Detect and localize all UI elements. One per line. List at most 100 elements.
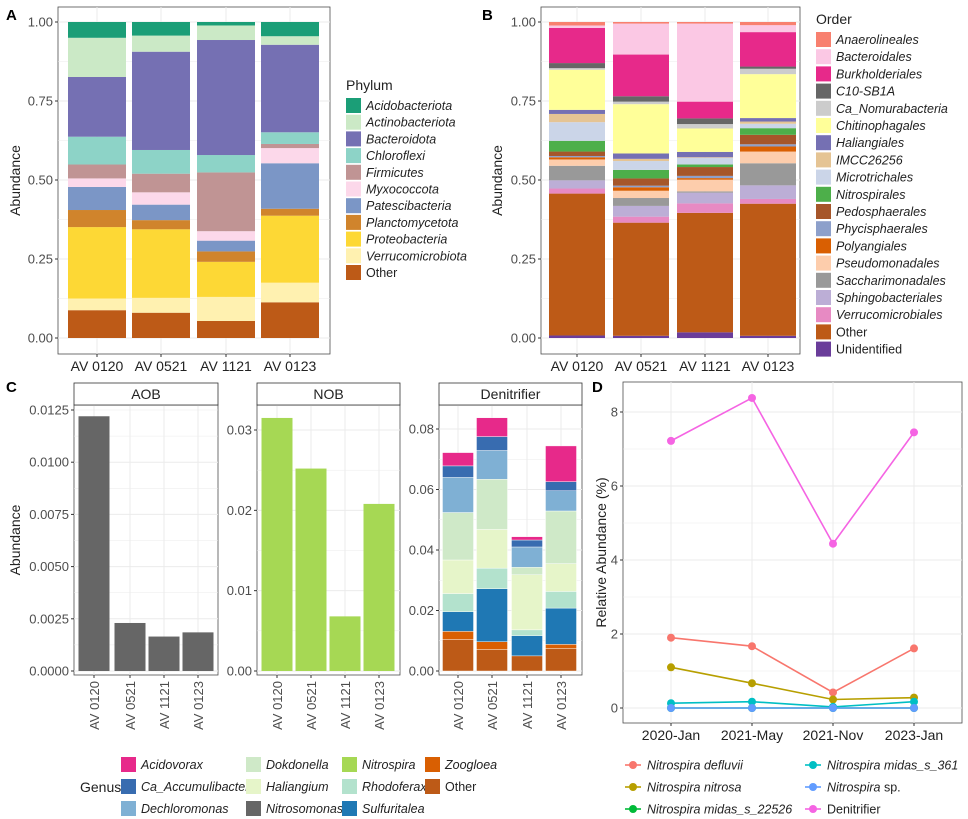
legend-title: Order: [816, 11, 852, 27]
x-tick-label: AV 0123: [264, 358, 317, 374]
bar-segment: [132, 51, 190, 150]
legend-label: C10-SB1A: [836, 85, 895, 99]
bar-segment: [476, 529, 508, 569]
bar-segment: [182, 632, 214, 671]
legend-label: Pedosphaerales: [836, 205, 926, 219]
legend-label: Proteobacteria: [366, 233, 447, 247]
bar-segment: [740, 66, 796, 69]
data-point: [910, 697, 918, 706]
legend-swatch: [816, 66, 831, 82]
bar-segment: [511, 539, 543, 548]
bar-segment: [132, 297, 190, 313]
plot-panel: [622, 381, 963, 724]
legend-label: Haliangiales: [836, 136, 904, 150]
legend-label: Acidobacteriota: [365, 99, 452, 113]
y-tick-label: 0.01: [227, 583, 252, 598]
legend-label: Anaerolineales: [835, 33, 919, 47]
bar-segment: [329, 616, 361, 671]
bar-segment: [68, 210, 126, 228]
bar-segment: [613, 198, 669, 206]
legend-label: Planctomycetota: [366, 216, 458, 230]
bar-segment: [261, 208, 319, 216]
legend-swatch: [346, 114, 361, 130]
bar-segment: [114, 622, 146, 671]
legend-swatch: [816, 83, 831, 99]
bar-segment: [740, 32, 796, 67]
legend-label: Dokdonella: [266, 758, 329, 772]
bar-segment: [68, 178, 126, 187]
bar-segment: [476, 450, 508, 480]
chart-c-aob: 0.0000 0.0025 0.0050 0.0075 0.0100 0.0125 AV 0…: [7, 382, 219, 730]
bar-segment: [740, 68, 796, 75]
y-tick-label: 0.06: [409, 482, 434, 497]
legend-label: Firmicutes: [366, 166, 424, 180]
legend-b: Order Anaerolineales Bacteroidales Burkhold…: [816, 11, 948, 357]
legend-swatch: [346, 181, 361, 197]
bar-segment: [613, 22, 669, 24]
bar-segment: [740, 151, 796, 164]
facet-strip: [438, 382, 583, 406]
legend-label: Burkholderiales: [836, 67, 922, 81]
legend-label: Haliangium: [266, 780, 329, 794]
bar-segment: [677, 157, 733, 165]
data-point: [667, 633, 675, 642]
bar-segment: [261, 282, 319, 303]
bar-segment: [740, 25, 796, 33]
legend-key-point: [629, 805, 637, 813]
legend-title: Phylum: [346, 77, 393, 93]
bar-segment: [132, 229, 190, 298]
bar-segment: [613, 190, 669, 199]
legend-swatch: [346, 231, 361, 247]
y-tick-label: 0.02: [227, 503, 252, 518]
bar-segment: [132, 192, 190, 205]
legend-label: Patescibacteria: [366, 199, 452, 213]
legend-swatch: [816, 272, 831, 288]
legend-swatch: [816, 152, 831, 168]
bar-segment: [740, 203, 796, 336]
legend-a: Phylum Acidobacteriota Actinobacteriota Bac…: [346, 77, 467, 280]
bar-segment: [511, 546, 543, 568]
series-line: [670, 700, 915, 708]
y-tick-label: 0.03: [227, 423, 252, 438]
bar-segment: [261, 132, 319, 144]
legend-swatch: [816, 118, 831, 133]
facet-strip: [73, 382, 219, 406]
legend-swatch: [816, 32, 831, 47]
y-tick-label: 0.75: [28, 94, 53, 109]
legend-label: Nitrospira: [362, 758, 416, 772]
bar-segment: [261, 22, 319, 37]
legend-swatch: [121, 757, 136, 772]
x-tick-label: AV 0120: [451, 681, 466, 730]
bar-segment: [295, 468, 327, 671]
data-point: [829, 688, 837, 697]
bar-segment: [442, 593, 474, 612]
bar-segment: [549, 109, 605, 114]
legend-label: Denitrifier: [827, 803, 881, 817]
bar-segment: [476, 567, 508, 589]
bar-segment: [197, 251, 255, 262]
bar-segment: [549, 157, 605, 160]
bar-segment: [442, 477, 474, 513]
bar-segment: [78, 416, 110, 671]
bar-segment: [549, 180, 605, 189]
legend-key-point: [809, 761, 817, 769]
bar-segment: [132, 35, 190, 52]
bar-segment: [261, 148, 319, 164]
bar-segment: [549, 140, 605, 152]
bar-segment: [363, 503, 395, 671]
bar-segment: [740, 134, 796, 145]
bar-segment: [549, 165, 605, 181]
y-tick-label: 4: [611, 553, 618, 568]
bar-segment: [613, 153, 669, 159]
bar-segment: [511, 629, 543, 636]
x-tick-label: AV 0120: [87, 681, 102, 730]
legend-label: Bacteroidales: [836, 50, 912, 64]
bar-segment: [677, 124, 733, 129]
bar-segment: [740, 185, 796, 199]
facet-title: AOB: [131, 386, 161, 402]
chart-c-nob: 0.00 0.01 0.02 0.03 AV 0120 AV 0521 AV 1121 AV …: [227, 382, 401, 730]
bar-segment: [740, 123, 796, 129]
bar-segment: [740, 163, 796, 186]
legend-swatch: [816, 135, 831, 151]
bar-segment: [549, 155, 605, 158]
